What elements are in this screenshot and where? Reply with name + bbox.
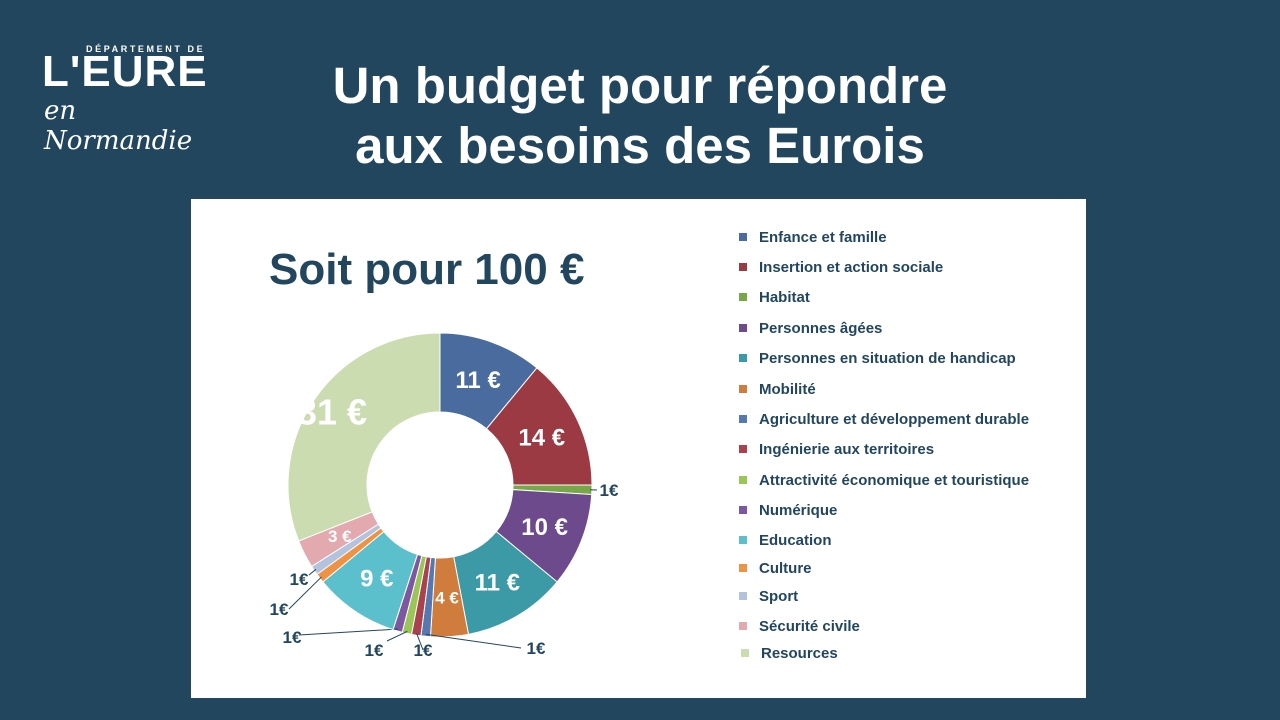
legend-swatch	[739, 445, 747, 453]
legend-swatch	[739, 564, 747, 572]
legend-swatch	[739, 415, 747, 423]
legend-item-insertion-et-action-sociale: Insertion et action sociale	[739, 259, 943, 276]
legend-label: Attractivité économique et touristique	[759, 472, 1030, 489]
legend-label: Culture	[759, 560, 812, 577]
page-title: Un budget pour répondre aux besoins des …	[290, 56, 990, 176]
legend-label: Ingénierie aux territoires	[759, 441, 935, 458]
legend-label: Insertion et action sociale	[759, 259, 944, 276]
legend-item-habitat: Habitat	[739, 289, 810, 306]
logo-department-prefix: DÉPARTEMENT DE	[86, 44, 206, 54]
legend-item-mobilite: Mobilité	[739, 381, 816, 398]
legend-item-agriculture-et-developpement-durable: Agriculture et développement durable	[739, 411, 1029, 428]
legend-item-education: Education	[739, 532, 832, 549]
data-label-sport: 1€	[290, 570, 309, 589]
leader-line-agriculture-et-developpement-durable	[425, 633, 522, 649]
legend-label: Personnes en situation de handicap	[759, 350, 1016, 367]
data-label-habitat: 1€	[600, 481, 619, 500]
logo: DÉPARTEMENT DE L'EURE en Normandie	[42, 44, 232, 156]
legend-label: Agriculture et développement durable	[759, 411, 1030, 428]
legend-label: Sport	[759, 588, 799, 605]
legend-swatch	[739, 233, 747, 241]
legend-swatch	[739, 536, 747, 544]
leader-line-numerique	[298, 628, 399, 636]
legend-item-numerique: Numérique	[739, 502, 837, 519]
data-label-securite-civile: 3 €	[328, 527, 352, 546]
data-label-agriculture-et-developpement-durable: 1€	[527, 639, 546, 658]
legend-swatch	[739, 506, 747, 514]
legend-swatch	[739, 592, 747, 600]
legend-item-personnes-agees: Personnes âgées	[739, 320, 882, 337]
leader-line-ingenierie-aux-territoires	[416, 632, 424, 651]
slice-resources	[287, 332, 441, 542]
title-line-2: aux besoins des Eurois	[355, 117, 925, 174]
leader-line-culture	[288, 576, 322, 610]
legend-label: Mobilité	[759, 381, 816, 398]
legend-item-enfance-et-famille: Enfance et famille	[739, 229, 887, 246]
title-line-1: Un budget pour répondre	[332, 57, 948, 114]
legend-item-personnes-en-situation-de-handicap: Personnes en situation de handicap	[739, 350, 1016, 367]
data-label-numerique: 1€	[283, 628, 302, 647]
legend-item-sport: Sport	[739, 588, 798, 605]
data-label-attractivite-economique-et-touristique: 1€	[365, 641, 384, 660]
legend-label: Education	[759, 532, 832, 549]
legend-item-securite-civile: Sécurité civile	[739, 618, 860, 635]
legend-item-ingenierie-aux-territoires: Ingénierie aux territoires	[739, 441, 934, 458]
data-label-mobilite: 4 €	[435, 588, 459, 607]
chart-panel: Soit pour 100 € 11 €14 €1€ 10 €11 €4 €1€ 1…	[191, 199, 1086, 698]
data-label-resources: 31 €	[297, 392, 367, 433]
donut-chart: 11 €14 €1€10 €11 €4 €1€1€1€1€9 €1€1€3 €3…	[270, 332, 619, 660]
legend-swatch	[739, 354, 747, 362]
legend-label: Enfance et famille	[759, 229, 887, 246]
legend-label: Resources	[761, 645, 838, 662]
data-label-ingenierie-aux-territoires: 1€	[414, 641, 433, 660]
chart-title: Soit pour 100 €	[269, 245, 585, 294]
data-label-insertion-et-action-sociale: 14 €	[518, 425, 565, 452]
data-label-education: 9 €	[360, 566, 393, 593]
legend-item-resources: Resources	[741, 645, 838, 662]
legend-label: Sécurité civile	[759, 618, 860, 635]
leader-line-sport	[308, 568, 317, 576]
legend-item-attractivite-economique-et-touristique: Attractivité économique et touristique	[739, 472, 1029, 489]
leader-line-attractivite-economique-et-touristique	[386, 630, 408, 642]
legend-swatch	[739, 263, 747, 271]
legend-swatch	[739, 293, 747, 301]
legend-swatch	[739, 476, 747, 484]
legend-label: Personnes âgées	[759, 320, 883, 337]
data-label-culture: 1€	[270, 600, 289, 619]
legend-swatch	[739, 385, 747, 393]
logo-region: en Normandie	[44, 96, 193, 156]
data-label-personnes-en-situation-de-handicap: 11 €	[475, 569, 520, 596]
legend-swatch	[741, 649, 749, 657]
legend-label: Habitat	[759, 289, 810, 306]
data-label-personnes-agees: 10 €	[521, 514, 568, 541]
legend-label: Numérique	[759, 502, 838, 519]
logo-name: L'EURE	[42, 47, 208, 96]
legend-swatch	[739, 622, 747, 630]
legend-item-culture: Culture	[739, 560, 812, 577]
data-label-enfance-et-famille: 11 €	[455, 367, 500, 394]
legend-swatch	[739, 324, 747, 332]
